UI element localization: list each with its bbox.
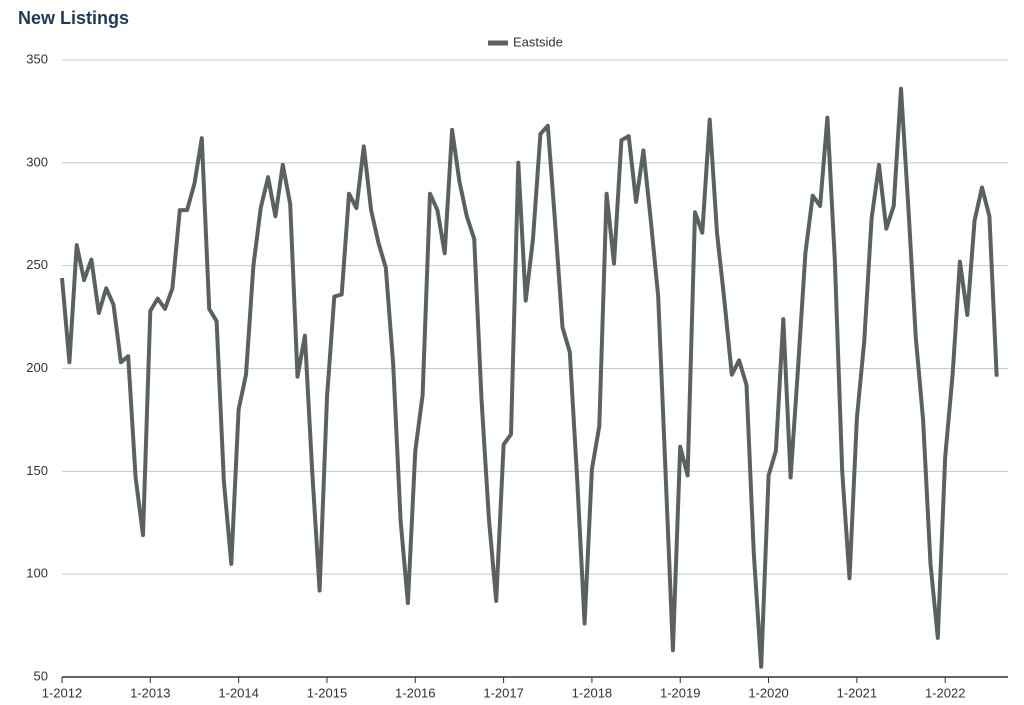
y-tick-label: 250: [26, 257, 48, 272]
x-tick-label: 1-2012: [42, 685, 82, 700]
line-series: [60, 86, 999, 669]
x-tick-label: 1-2016: [395, 685, 435, 700]
x-tick-label: 1-2018: [572, 685, 612, 700]
x-tick-label: 1-2022: [925, 685, 965, 700]
x-tick-label: 1-2019: [660, 685, 700, 700]
legend-label: Eastside: [513, 34, 563, 49]
y-tick-label: 100: [26, 566, 48, 581]
x-tick-label: 1-2020: [748, 685, 788, 700]
y-tick-label: 350: [26, 51, 48, 66]
chart-title: New Listings: [18, 8, 129, 28]
x-tick-label: 1-2013: [130, 685, 170, 700]
x-tick-label: 1-2017: [483, 685, 523, 700]
y-tick-label: 150: [26, 463, 48, 478]
x-tick-label: 1-2014: [218, 685, 258, 700]
y-tick-label: 300: [26, 154, 48, 169]
y-tick-label: 50: [34, 668, 48, 683]
y-tick-label: 200: [26, 360, 48, 375]
x-tick-label: 1-2021: [837, 685, 877, 700]
x-tick-label: 1-2015: [307, 685, 347, 700]
